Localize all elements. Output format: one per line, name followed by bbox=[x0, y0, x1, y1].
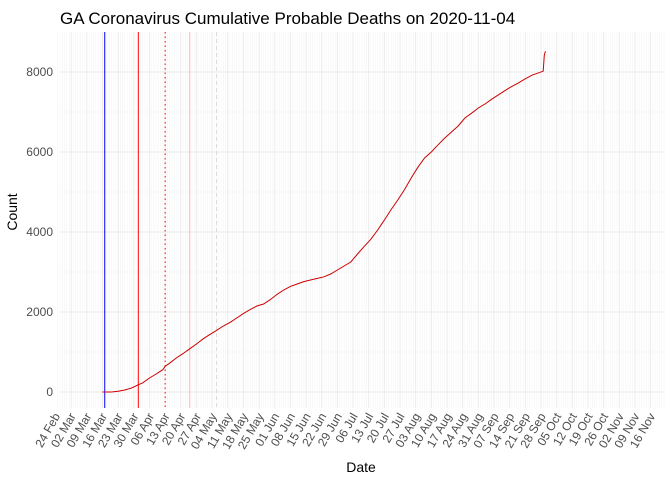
y-axis-title: Count bbox=[4, 193, 20, 230]
y-axis-ticks: 0 2000 4000 6000 8000 bbox=[26, 65, 53, 399]
x-axis-title: Date bbox=[346, 459, 376, 475]
y-tick-label: 2000 bbox=[26, 305, 53, 319]
reference-lines bbox=[104, 32, 218, 408]
y-tick-label: 6000 bbox=[26, 145, 53, 159]
y-tick-label: 0 bbox=[46, 385, 53, 399]
y-tick-label: 4000 bbox=[26, 225, 53, 239]
series-group bbox=[102, 51, 546, 393]
series-line bbox=[102, 51, 546, 393]
y-tick-label: 8000 bbox=[26, 65, 53, 79]
gridlines bbox=[57, 32, 665, 408]
chart-title: GA Coronavirus Cumulative Probable Death… bbox=[60, 9, 515, 28]
